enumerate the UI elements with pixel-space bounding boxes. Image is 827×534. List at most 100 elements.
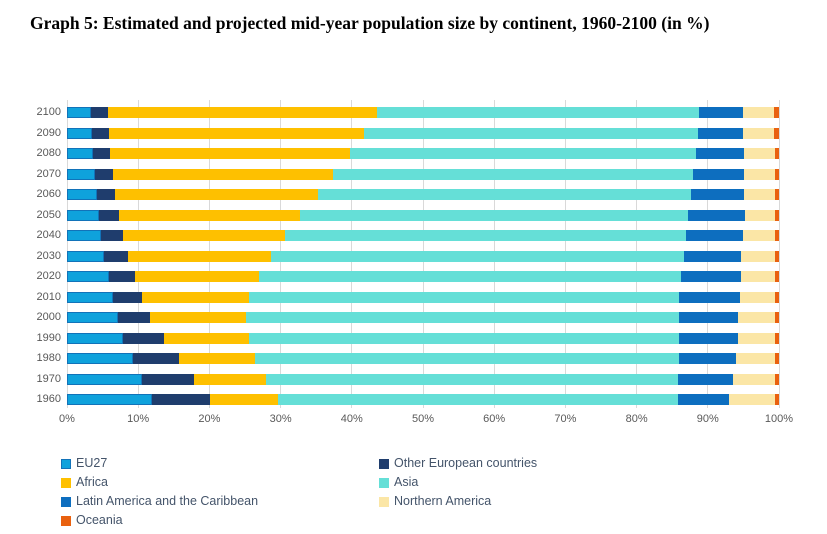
legend-item-latin-america-and-the-caribbean: Latin America and the Caribbean — [61, 495, 379, 508]
bar-segment-oceania — [773, 127, 779, 139]
x-tick-label-60: 60% — [483, 413, 506, 425]
y-axis-label-2100: 2100 — [36, 106, 61, 118]
bar-row-1970 — [67, 373, 779, 385]
bar-segment-eu27 — [67, 271, 109, 282]
bar-row-2040 — [67, 230, 779, 241]
x-tick-label-20: 20% — [198, 413, 221, 425]
bar-segment-africa — [114, 189, 318, 200]
y-axis-label-2020: 2020 — [36, 270, 61, 282]
y-axis-labels: 2100 2090 2080 2070 2060 2050 2040 2030 2020 2010… — [23, 100, 61, 408]
bar-row-2030 — [67, 250, 779, 262]
legend-item-africa: Africa — [61, 476, 379, 489]
legend-label-africa: Africa — [76, 475, 108, 489]
bar-segment-northern-america — [729, 394, 776, 405]
bar-row-1980 — [67, 353, 779, 364]
bar-segment-africa — [163, 332, 250, 344]
bar-segment-asia — [317, 189, 691, 200]
bar-segment-asia — [258, 271, 682, 282]
x-tick-label-40: 40% — [340, 413, 363, 425]
x-tick-label-90: 90% — [696, 413, 719, 425]
bar-segment-africa — [141, 291, 249, 303]
bar-segment-oceania — [775, 353, 779, 364]
bar-segment-asia — [333, 168, 693, 180]
bar-segment-northern-america — [732, 373, 776, 385]
bar-segment-other-european-countries — [133, 353, 179, 364]
bar-segment-africa — [108, 107, 377, 118]
legend-label-asia: Asia — [394, 475, 419, 489]
bar-segment-eu27 — [67, 107, 92, 118]
bar-segment-northern-america — [741, 250, 775, 262]
bar-row-1960 — [67, 394, 779, 405]
bar-segment-other-european-countries — [91, 127, 109, 139]
bar-segment-latin-america-and-the-caribbean — [677, 394, 730, 405]
bar-segment-asia — [245, 312, 679, 323]
bar-segment-eu27 — [67, 250, 105, 262]
bar-row-2050 — [67, 209, 779, 221]
bar-segment-northern-america — [741, 271, 775, 282]
bar-segment-latin-america-and-the-caribbean — [692, 168, 745, 180]
legend-item-northern-america: Northern America — [379, 495, 537, 508]
x-tick-label-50: 50% — [411, 413, 435, 425]
bar-segment-northern-america — [744, 189, 775, 200]
bar-segment-other-european-countries — [151, 394, 211, 405]
bar-row-2000 — [67, 312, 779, 323]
bar-segment-africa — [210, 394, 278, 405]
bar-segment-northern-america — [744, 168, 775, 180]
x-tick-label-100: 100% — [764, 413, 794, 425]
legend-label-latin-america-and-the-caribbean: Latin America and the Caribbean — [76, 494, 259, 508]
bar-segment-other-european-countries — [118, 312, 151, 323]
bar-segment-oceania — [774, 148, 779, 159]
bar-segment-asia — [271, 250, 684, 262]
y-axis-label-2080: 2080 — [36, 147, 61, 159]
bar-row-2010 — [67, 291, 779, 303]
y-axis-label-2070: 2070 — [36, 167, 61, 180]
bar-segment-asia — [277, 394, 678, 405]
bar-segment-other-european-countries — [101, 230, 124, 241]
legend-swatch-africa — [61, 477, 71, 488]
bar-segment-other-european-countries — [109, 271, 136, 282]
bar-segment-other-european-countries — [104, 250, 129, 262]
legend-item-asia: Asia — [379, 476, 537, 489]
plot-area: 0% 10% 20% 30% 40% 50% 60% 70% 80% 90% 100% — [59, 100, 793, 425]
bar-segment-latin-america-and-the-caribbean — [678, 312, 739, 323]
legend-item-other-european-countries: Other European countries — [379, 457, 537, 470]
bar-segment-latin-america-and-the-caribbean — [686, 230, 744, 241]
bar-segment-northern-america — [738, 332, 776, 344]
bar-segment-oceania — [774, 271, 779, 282]
legend-swatch-latin-america-and-the-caribbean — [61, 496, 71, 507]
bar-segment-other-european-countries — [99, 209, 119, 221]
legend-label-other-european-countries: Other European countries — [394, 456, 538, 470]
bar-segment-other-european-countries — [92, 148, 111, 159]
bar-row-1990 — [67, 332, 779, 344]
legend-swatch-oceania — [61, 515, 71, 526]
bar-segment-oceania — [775, 332, 779, 344]
y-axis-label-2040: 2040 — [36, 229, 61, 241]
bar-segment-eu27 — [67, 168, 95, 180]
bar-row-2100 — [67, 107, 779, 118]
y-axis-label-2060: 2060 — [36, 188, 61, 200]
bar-segment-eu27 — [67, 209, 100, 221]
bar-segment-africa — [110, 148, 350, 159]
bar-segment-northern-america — [742, 107, 774, 118]
bar-segment-latin-america-and-the-caribbean — [697, 127, 744, 139]
bar-row-2090 — [67, 127, 779, 139]
bar-segment-latin-america-and-the-caribbean — [681, 271, 742, 282]
bar-segment-latin-america-and-the-caribbean — [677, 373, 733, 385]
bar-segment-northern-america — [743, 127, 774, 139]
bar-segment-eu27 — [67, 291, 114, 303]
y-axis-label-1960: 1960 — [36, 393, 61, 405]
legend-label-oceania: Oceania — [76, 513, 123, 527]
bar-segment-africa — [128, 250, 272, 262]
bar-segment-oceania — [773, 107, 779, 118]
chart-title: Graph 5: Estimated and projected mid-yea… — [30, 13, 710, 33]
bar-segment-other-european-countries — [123, 332, 164, 344]
bar-segment-eu27 — [67, 148, 93, 159]
x-tick-label-70: 70% — [554, 413, 577, 425]
y-axis-label-2000: 2000 — [36, 311, 61, 323]
bar-segment-africa — [135, 271, 259, 282]
bar-segment-northern-america — [736, 353, 776, 364]
bar-segment-northern-america — [744, 209, 775, 221]
bar-segment-eu27 — [67, 230, 102, 241]
y-axis-label-1970: 1970 — [36, 372, 61, 385]
x-tick-label-80: 80% — [625, 413, 648, 425]
